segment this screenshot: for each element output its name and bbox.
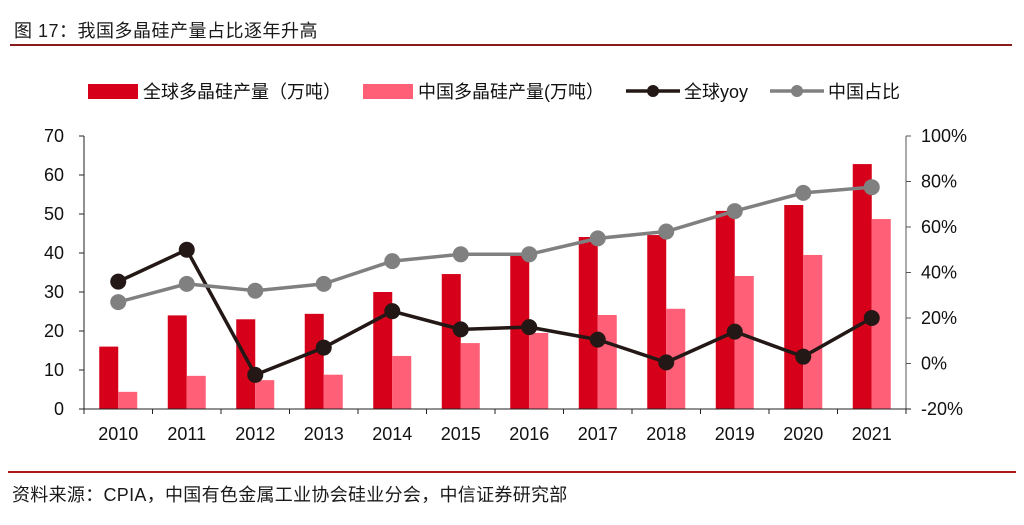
right-axis-tick-label: 20% [921, 308, 957, 328]
legend-swatch-global-output [88, 83, 138, 99]
x-axis-tick-label: 2015 [441, 424, 481, 444]
bar-global-output-2014 [373, 292, 393, 409]
bar-china-output-2021 [871, 219, 891, 409]
left-axis-tick-label: 40 [44, 243, 64, 263]
point-global-yoy-2018 [658, 354, 675, 371]
bar-china-output-2010 [118, 391, 138, 409]
point-global-yoy-2011 [178, 241, 195, 258]
point-global-yoy-2012 [247, 366, 264, 383]
point-global-yoy-2014 [384, 303, 401, 320]
x-axis-tick-label: 2018 [646, 424, 686, 444]
bar-china-output-2012 [255, 380, 275, 409]
point-china-share-2015 [452, 246, 469, 263]
right-axis-tick-label: 100% [921, 126, 967, 146]
point-global-yoy-2017 [589, 331, 606, 348]
x-axis-tick-label: 2021 [852, 424, 892, 444]
bar-global-output-2015 [441, 274, 461, 409]
point-china-share-2012 [247, 282, 264, 299]
x-axis-tick-label: 2013 [304, 424, 344, 444]
left-axis-tick-label: 70 [44, 126, 64, 146]
lines-layer [110, 179, 880, 383]
x-axis-tick-label: 2012 [235, 424, 275, 444]
left-axis-tick-label: 60 [44, 165, 64, 185]
right-axis-tick-label: 60% [921, 217, 957, 237]
right-axis-tick-label: 40% [921, 263, 957, 283]
point-china-share-2019 [726, 203, 743, 220]
source-note: 资料来源：CPIA，中国有色金属工业协会硅业分会，中信证券研究部 [12, 485, 568, 505]
point-global-yoy-2015 [452, 321, 469, 338]
right-axis-tick-label: 0% [921, 354, 947, 374]
legend-item-global-yoy: 全球yoy [626, 78, 748, 104]
bar-global-output-2020 [784, 205, 804, 409]
line-global-yoy [117, 248, 873, 377]
x-axis-tick-label: 2010 [98, 424, 138, 444]
left-axis-tick-label: 50 [44, 204, 64, 224]
figure-title: 图 17：我国多晶硅产量占比逐年升高 [14, 21, 319, 41]
point-global-yoy-2020 [795, 348, 812, 365]
x-axis-tick-label: 2019 [715, 424, 755, 444]
bar-china-output-2016 [529, 332, 549, 409]
line-china-share [117, 185, 872, 304]
legend-label-china-output: 中国多晶硅产量(万吨） [418, 82, 604, 102]
point-china-share-2018 [658, 223, 675, 240]
bar-global-output-2019 [715, 210, 735, 409]
point-china-share-2011 [178, 275, 195, 292]
bar-global-output-2017 [578, 237, 598, 409]
point-china-share-2014 [384, 253, 401, 270]
point-china-share-2021 [863, 179, 880, 196]
bar-global-output-2013 [304, 313, 324, 409]
legend-swatch-china-share [770, 85, 825, 97]
x-axis-tick-label: 2014 [372, 424, 412, 444]
point-china-share-2010 [110, 294, 127, 311]
bar-china-output-2020 [803, 254, 823, 409]
bar-global-output-2018 [647, 235, 667, 409]
bar-global-output-2021 [852, 164, 872, 409]
left-axis-tick-label: 0 [54, 399, 64, 419]
x-axis-tick-label: 2016 [509, 424, 549, 444]
legend-label-global-yoy: 全球yoy [684, 82, 749, 102]
bar-china-output-2019 [734, 276, 754, 409]
bar-global-output-2016 [510, 254, 530, 409]
x-axis-tick-label: 2011 [167, 424, 206, 444]
title-divider [10, 44, 1012, 46]
bar-global-output-2010 [99, 346, 119, 409]
bar-china-output-2014 [392, 355, 412, 409]
point-china-share-2020 [795, 184, 812, 201]
point-global-yoy-2016 [521, 319, 538, 336]
right-axis-tick-label: 80% [921, 172, 957, 192]
chart-legend: 全球多晶硅产量（万吨） 中国多晶硅产量(万吨） 全球yoy 中国占比 [88, 78, 922, 104]
point-china-share-2013 [315, 275, 332, 292]
x-axis-tick-label: 2017 [578, 424, 618, 444]
point-global-yoy-2019 [726, 323, 743, 340]
bar-china-output-2015 [460, 343, 480, 409]
footer-divider [8, 471, 1016, 473]
legend-label-china-share: 中国占比 [828, 82, 901, 102]
x-axis-tick-label: 2020 [783, 424, 823, 444]
point-global-yoy-2010 [110, 273, 127, 290]
bar-china-output-2017 [597, 315, 617, 409]
legend-swatch-global-yoy [626, 85, 680, 97]
right-axis-tick-label: -20% [921, 399, 963, 419]
left-axis-tick-label: 30 [44, 282, 64, 302]
point-global-yoy-2013 [315, 339, 332, 356]
point-china-share-2016 [521, 246, 538, 263]
axes-layer: 0 10 20 30 40 50 60 70 -20% 0% 20% 40% 60% 80% 100% 201… [44, 126, 967, 444]
legend-item-global-output: 全球多晶硅产量（万吨） [88, 78, 341, 104]
legend-item-china-share: 中国占比 [770, 78, 900, 104]
bars-layer [99, 164, 891, 409]
legend-label-global-output: 全球多晶硅产量（万吨） [143, 82, 341, 102]
bar-global-output-2012 [236, 319, 256, 409]
bar-global-output-2011 [167, 315, 187, 409]
point-china-share-2017 [589, 230, 606, 247]
left-axis-tick-label: 20 [44, 321, 64, 341]
legend-swatch-china-output [363, 83, 413, 99]
legend-item-china-output: 中国多晶硅产量(万吨） [363, 78, 604, 104]
point-global-yoy-2021 [863, 310, 880, 326]
bar-china-output-2013 [323, 374, 343, 409]
left-axis-tick-label: 10 [44, 360, 64, 380]
bar-china-output-2011 [186, 375, 206, 409]
